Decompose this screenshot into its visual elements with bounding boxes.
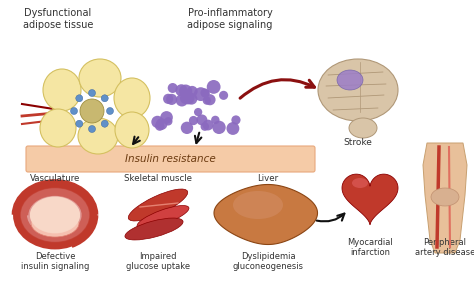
- Circle shape: [80, 99, 104, 123]
- Circle shape: [160, 111, 173, 124]
- Circle shape: [156, 118, 167, 130]
- Text: Dyslipidemia
gluconeogenesis: Dyslipidemia gluconeogenesis: [233, 252, 303, 271]
- Circle shape: [89, 90, 95, 96]
- Circle shape: [186, 93, 197, 105]
- Circle shape: [151, 116, 164, 128]
- Text: Insulin resistance: Insulin resistance: [125, 154, 215, 164]
- Ellipse shape: [128, 189, 188, 221]
- Ellipse shape: [40, 109, 76, 147]
- Circle shape: [163, 94, 173, 104]
- Ellipse shape: [43, 69, 81, 111]
- Circle shape: [155, 121, 164, 131]
- Circle shape: [164, 117, 173, 126]
- Ellipse shape: [115, 112, 149, 148]
- Ellipse shape: [114, 78, 150, 118]
- Ellipse shape: [30, 196, 80, 233]
- Polygon shape: [423, 143, 467, 253]
- Circle shape: [201, 89, 210, 98]
- Ellipse shape: [78, 118, 118, 154]
- Circle shape: [201, 88, 210, 97]
- Text: Pro-inflammatory
adipose signaling: Pro-inflammatory adipose signaling: [187, 8, 273, 29]
- Text: Impaired
glucose uptake: Impaired glucose uptake: [126, 252, 190, 271]
- Circle shape: [76, 95, 83, 102]
- Text: Myocardial
infarction: Myocardial infarction: [347, 238, 393, 257]
- Circle shape: [227, 122, 239, 135]
- Ellipse shape: [352, 178, 368, 188]
- Text: Peripheral
artery disease: Peripheral artery disease: [415, 238, 474, 257]
- Circle shape: [101, 95, 108, 102]
- Circle shape: [196, 114, 208, 125]
- Text: Liver: Liver: [257, 174, 279, 183]
- Circle shape: [212, 121, 226, 134]
- Circle shape: [182, 92, 195, 104]
- Ellipse shape: [337, 70, 363, 90]
- Ellipse shape: [125, 218, 183, 240]
- Ellipse shape: [20, 188, 90, 243]
- Circle shape: [201, 122, 209, 131]
- Circle shape: [203, 96, 211, 105]
- Circle shape: [202, 120, 213, 130]
- Circle shape: [179, 84, 192, 98]
- Text: Vasculature: Vasculature: [30, 174, 80, 183]
- Circle shape: [219, 91, 228, 100]
- Ellipse shape: [349, 118, 377, 138]
- Circle shape: [180, 93, 191, 104]
- Ellipse shape: [79, 59, 121, 97]
- Circle shape: [76, 120, 83, 127]
- Circle shape: [176, 94, 188, 106]
- Circle shape: [211, 116, 219, 124]
- Text: Stroke: Stroke: [344, 138, 373, 147]
- Circle shape: [175, 84, 187, 96]
- Polygon shape: [214, 184, 318, 245]
- Circle shape: [231, 115, 240, 125]
- Ellipse shape: [30, 197, 80, 233]
- Circle shape: [194, 87, 208, 101]
- Circle shape: [166, 94, 177, 105]
- Circle shape: [89, 126, 95, 132]
- Circle shape: [71, 108, 78, 114]
- Circle shape: [204, 94, 216, 105]
- Text: Dysfunctional
adipose tissue: Dysfunctional adipose tissue: [23, 8, 93, 29]
- Circle shape: [194, 108, 202, 116]
- FancyBboxPatch shape: [26, 146, 315, 172]
- Ellipse shape: [233, 191, 283, 219]
- Ellipse shape: [431, 188, 459, 206]
- Text: Skeletal muscle: Skeletal muscle: [124, 174, 192, 183]
- Ellipse shape: [31, 209, 79, 237]
- Ellipse shape: [137, 206, 189, 229]
- Circle shape: [181, 122, 193, 134]
- Circle shape: [187, 86, 198, 97]
- Circle shape: [168, 83, 178, 93]
- Polygon shape: [342, 174, 398, 225]
- Circle shape: [207, 80, 220, 94]
- Circle shape: [107, 108, 113, 114]
- Ellipse shape: [318, 59, 398, 121]
- Circle shape: [101, 120, 108, 127]
- Circle shape: [189, 116, 198, 125]
- Text: Defective
insulin signaling: Defective insulin signaling: [21, 252, 89, 271]
